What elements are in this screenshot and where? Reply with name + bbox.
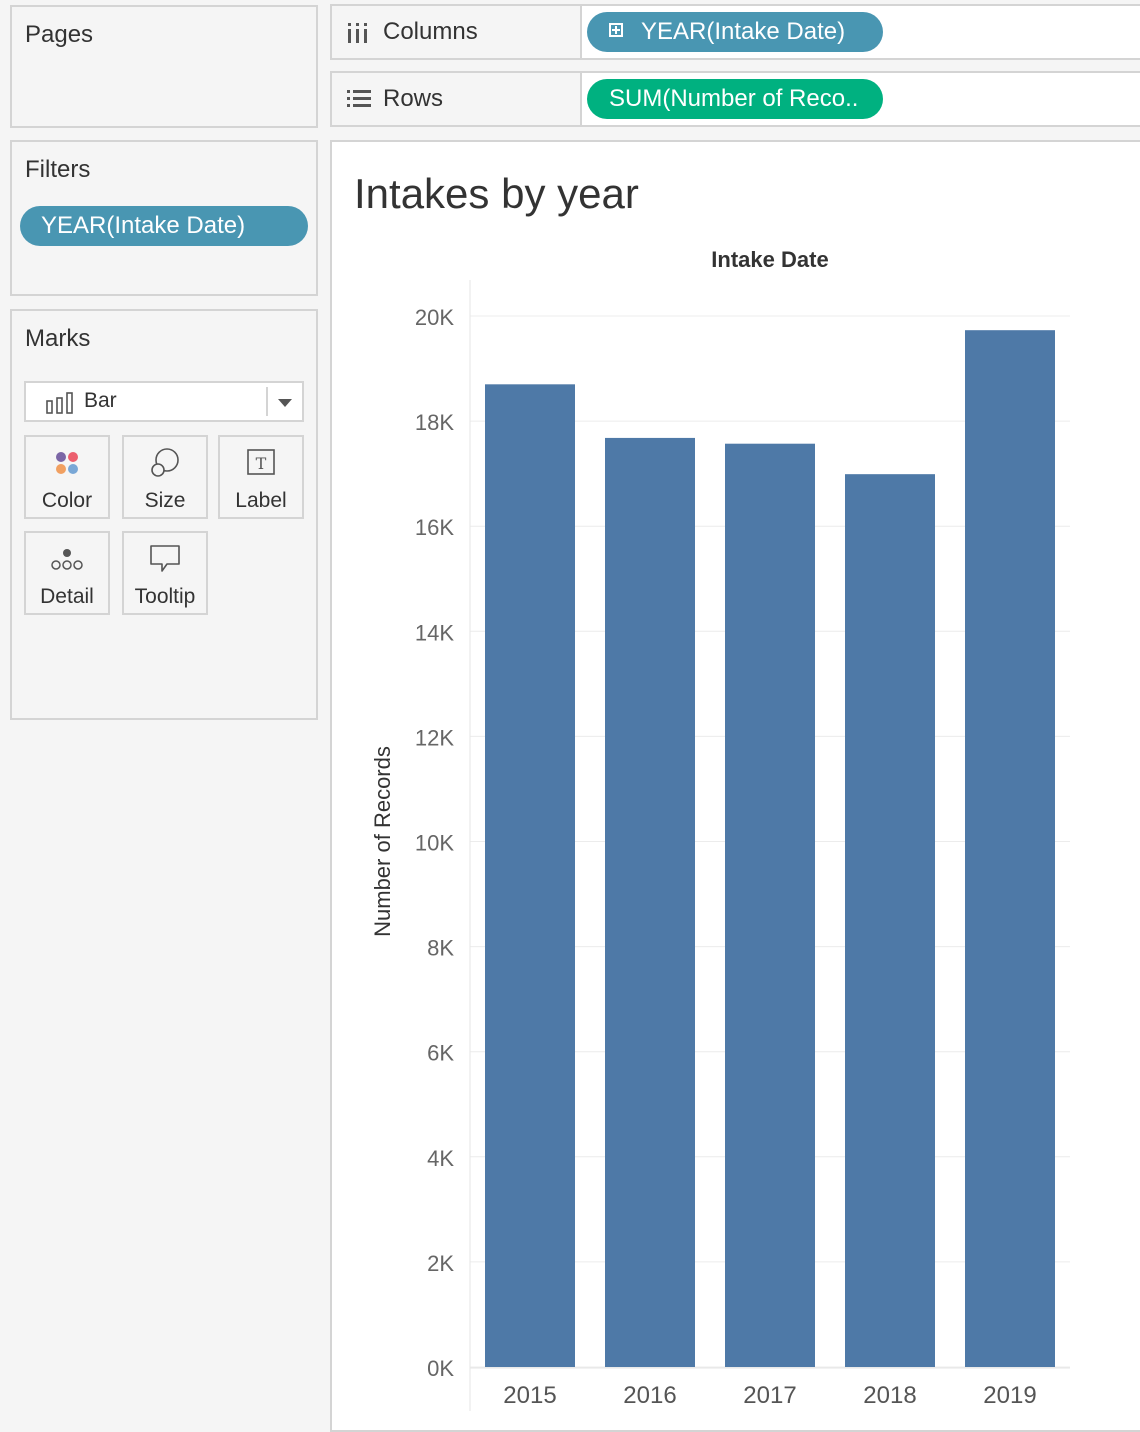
color-dots-icon [26,447,108,479]
filter-pill-year-intake-date[interactable]: YEAR(Intake Date) [20,206,308,246]
label-button-label: Label [235,489,287,512]
columns-shelf: Columns YEAR(Intake Date) [330,4,1140,60]
bar-2015 [485,384,575,1367]
y-tick-label: 14K [415,620,454,645]
marks-title: Marks [25,325,91,352]
mark-type-label: Bar [84,389,117,412]
bar-chart: 0K 2K 4K 6K 8K 10K 12K 14K 16K 18K 20K Intake Date N… [370,247,1070,1411]
svg-text:T: T [256,454,267,473]
dropdown-separator [266,387,268,416]
y-tick-label: 6K [427,1041,454,1066]
marks-card: Marks Bar Color [10,309,318,720]
x-tick-label: 2016 [623,1382,676,1409]
y-tick-label: 4K [427,1146,454,1171]
text-label-icon: T [220,447,302,479]
pages-title: Pages [25,21,94,48]
chevron-down-icon[interactable] [278,399,292,407]
pages-card[interactable]: Pages [10,5,318,128]
size-button-label: Size [144,489,186,512]
bar-layer [485,330,1055,1368]
x-tick-label: 2015 [503,1382,556,1409]
view-title: Intakes by year [354,170,639,217]
color-button[interactable]: Color [24,435,110,519]
detail-dots-icon [26,543,108,575]
axis-layer: 0K 2K 4K 6K 8K 10K 12K 14K 16K 18K 20K Intake Date N… [370,247,1070,1411]
detail-button-label: Detail [40,585,94,608]
bar-2019 [965,330,1055,1368]
size-button[interactable]: Size [122,435,208,519]
detail-button[interactable]: Detail [24,531,110,615]
rows-pill-sum-number-of-records[interactable]: SUM(Number of Reco.. [587,79,883,119]
rows-shelf-label: Rows [383,85,444,112]
bar-2018 [845,474,935,1367]
x-tick-label: 2019 [983,1382,1036,1409]
x-tick-label: 2018 [863,1382,916,1409]
y-tick-label: 20K [415,305,454,330]
filters-card[interactable]: Filters YEAR(Intake Date) [10,140,318,296]
x-tick-label: 2017 [743,1382,796,1409]
chart-view: Intakes by year 0K 2K 4K 6K 8K 10K 12K 14K 16K 18… [330,140,1140,1432]
y-tick-label: 8K [427,936,454,961]
speech-bubble-icon [124,543,206,575]
color-button-label: Color [41,489,93,512]
tooltip-button[interactable]: Tooltip [122,531,208,615]
expand-plus-icon[interactable] [609,23,623,37]
y-tick-label: 2K [427,1251,454,1276]
rows-icon [346,88,372,115]
tooltip-button-label: Tooltip [134,585,196,608]
y-tick-label: 16K [415,515,454,540]
columns-pill-label: YEAR(Intake Date) [641,18,846,45]
rows-shelf: Rows SUM(Number of Reco.. [330,71,1140,127]
rows-drop-area[interactable]: SUM(Number of Reco.. [580,73,1140,125]
filters-title: Filters [25,156,91,183]
y-axis-title: Number of Records [370,746,395,937]
bar-2016 [605,437,695,1367]
columns-drop-area[interactable]: YEAR(Intake Date) [580,6,1140,58]
columns-icon [346,21,370,50]
bar-chart-icon [46,392,76,419]
y-tick-label: 18K [415,410,454,435]
y-tick-label: 10K [415,831,454,856]
x-axis-title: Intake Date [711,247,828,272]
columns-pill-year-intake-date[interactable]: YEAR(Intake Date) [587,12,883,52]
columns-shelf-label: Columns [383,18,478,45]
y-tick-label: 12K [415,725,454,750]
size-circles-icon [124,447,206,479]
mark-type-dropdown[interactable]: Bar [24,381,304,422]
bar-2017 [725,443,815,1367]
y-tick-label: 0K [427,1356,454,1381]
label-button[interactable]: T Label [218,435,304,519]
